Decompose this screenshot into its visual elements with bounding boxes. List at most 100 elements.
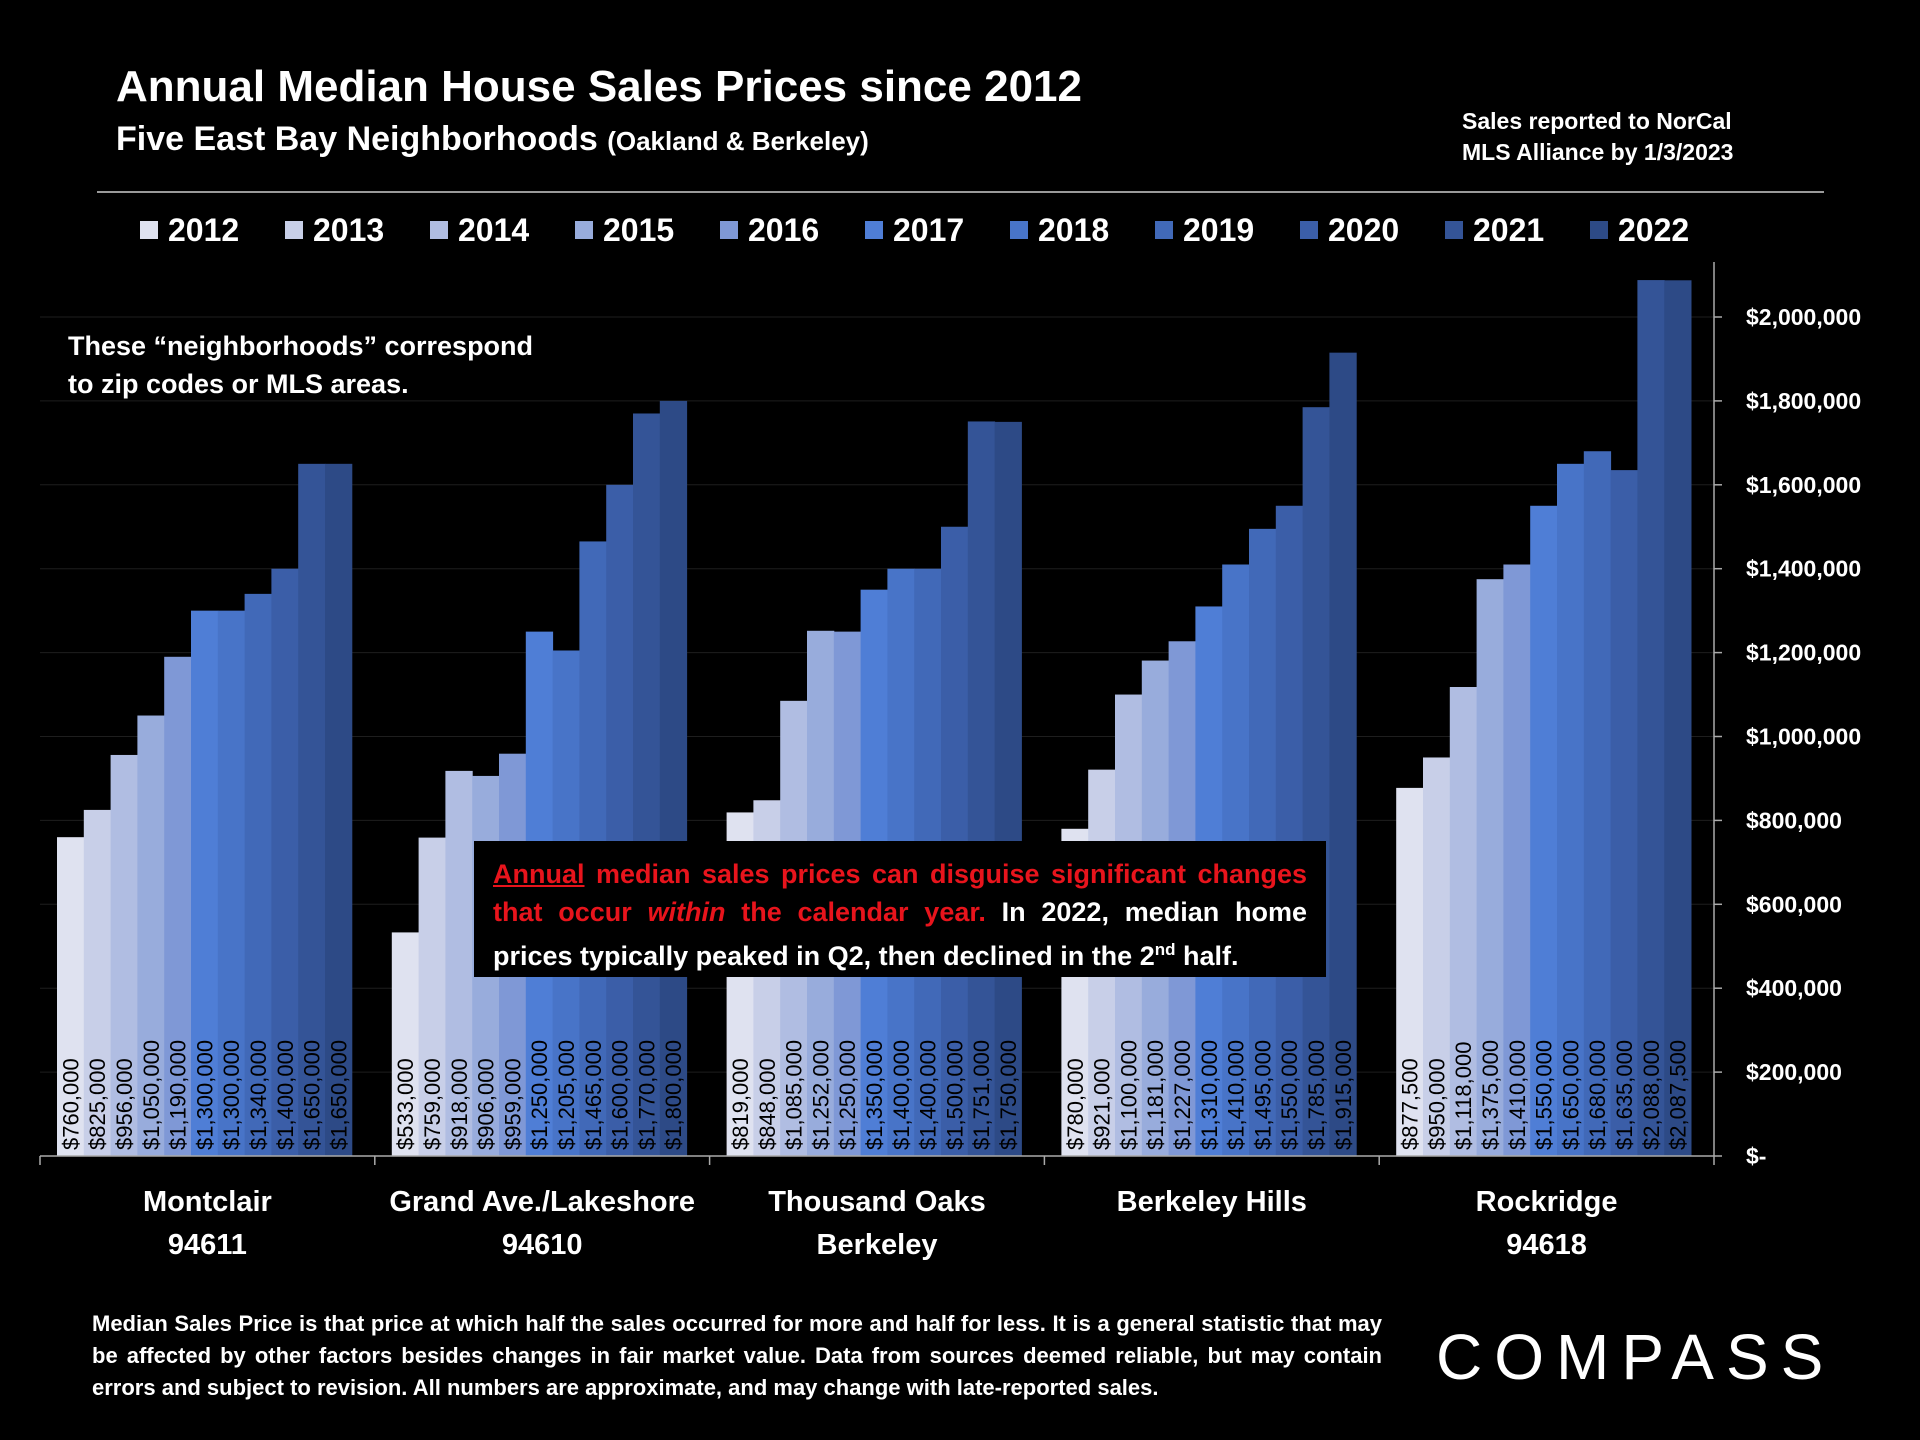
data-label: $1,750,000: [996, 1040, 1021, 1150]
bar-4-2014: [1449, 686, 1478, 1156]
y-tick-label: $1,000,000: [1746, 724, 1861, 750]
data-label: $1,400,000: [916, 1040, 941, 1150]
bar-0-2021: [298, 463, 326, 1156]
bar-1-2012: [391, 932, 420, 1156]
data-label: $1,770,000: [634, 1040, 659, 1150]
bar-4-2020: [1610, 470, 1638, 1156]
data-label: $1,410,000: [1224, 1040, 1249, 1150]
bar-0-2019: [244, 593, 272, 1156]
data-label: $1,650,000: [300, 1040, 325, 1150]
bar-chart: $2,000,000 $1,800,000 $1,600,000 $1,400,000…: [39, 262, 1861, 1261]
data-label: $1,800,000: [661, 1040, 686, 1150]
legend-item-2016: 2016: [720, 210, 865, 250]
legend-item-2012: 2012: [140, 210, 285, 250]
data-label: $1,785,000: [1304, 1040, 1329, 1150]
data-label: $1,650,000: [326, 1040, 351, 1150]
data-label: $1,650,000: [1558, 1040, 1583, 1150]
legend-label: 2012: [168, 211, 240, 248]
legend-item-2017: 2017: [865, 210, 1010, 250]
data-label: $1,250,000: [835, 1040, 860, 1150]
data-label: $1,680,000: [1585, 1040, 1610, 1150]
legend-swatch: [720, 221, 738, 239]
legend-item-2021: 2021: [1445, 210, 1590, 250]
legend-item-2019: 2019: [1155, 210, 1300, 250]
data-label: $1,227,000: [1170, 1040, 1195, 1150]
data-label: $956,000: [112, 1058, 137, 1150]
subtitle-main: Five East Bay Neighborhoods: [116, 120, 598, 158]
bar-0-2016: [164, 656, 192, 1156]
bar-3-2020: [1275, 505, 1304, 1156]
bar-4-2015: [1476, 579, 1504, 1156]
y-tick-label: $1,800,000: [1746, 388, 1861, 414]
data-label: $1,310,000: [1197, 1040, 1222, 1150]
bar-0-2014: [110, 754, 138, 1156]
bar-0-2020: [271, 568, 299, 1156]
data-label: $918,000: [447, 1058, 472, 1150]
category-label: Thousand Oaks: [768, 1186, 986, 1218]
chart-title: Annual Median House Sales Prices since 2…: [116, 62, 1082, 111]
data-label: $1,050,000: [139, 1040, 164, 1150]
subtitle-region: (Oakland & Berkeley): [607, 126, 869, 156]
legend-swatch: [1445, 221, 1463, 239]
legend-swatch: [1300, 221, 1318, 239]
y-tick-label: $1,600,000: [1746, 472, 1861, 498]
data-label: $1,400,000: [273, 1040, 298, 1150]
data-label: $1,252,000: [808, 1040, 833, 1150]
legend-label: 2019: [1183, 211, 1255, 248]
compass-logo: COMPASS: [1436, 1321, 1836, 1393]
legend-swatch: [1010, 221, 1028, 239]
data-label: $1,205,000: [554, 1040, 579, 1150]
data-label: $1,410,000: [1505, 1040, 1530, 1150]
category-sublabel: Berkeley: [817, 1229, 938, 1261]
bar-1-2014: [445, 770, 473, 1156]
chart-legend: 2012 2013 2014 2015 2016 2017 2018 2019 2020 2021…: [140, 210, 1735, 250]
legend-swatch: [1155, 221, 1173, 239]
bar-4-2019: [1583, 451, 1612, 1156]
bar-0-2013: [83, 809, 112, 1156]
category-sublabel: 94610: [502, 1229, 583, 1261]
bar-4-2017: [1530, 505, 1558, 1156]
data-label: $825,000: [85, 1058, 110, 1150]
data-label: $950,000: [1424, 1058, 1449, 1150]
bar-4-2021: [1637, 280, 1665, 1157]
legend-item-2015: 2015: [575, 210, 720, 250]
data-label: $1,751,000: [969, 1040, 994, 1150]
category-label: Montclair: [143, 1186, 272, 1218]
callout-white-text: In 2022, median home prices typically pe…: [493, 897, 1307, 971]
source-note: Sales reported to NorCal MLS Alliance by…: [1462, 106, 1733, 168]
y-tick-label: $1,400,000: [1746, 556, 1861, 582]
data-label: $1,181,000: [1143, 1040, 1168, 1150]
y-tick-label: $-: [1746, 1143, 1766, 1169]
footer-disclaimer: Median Sales Price is that price at whic…: [92, 1311, 1382, 1400]
data-label: $906,000: [474, 1058, 499, 1150]
data-label: $1,915,000: [1331, 1040, 1356, 1150]
callout-red-underlined: Annual: [493, 859, 585, 889]
y-tick-label: $2,000,000: [1746, 304, 1861, 330]
data-label: $877,500: [1398, 1058, 1423, 1150]
data-label: $1,100,000: [1116, 1040, 1141, 1150]
data-label: $760,000: [58, 1058, 83, 1150]
y-tick-label: $200,000: [1746, 1059, 1842, 1085]
data-label: $780,000: [1063, 1058, 1088, 1150]
legend-item-2022: 2022: [1590, 210, 1735, 250]
legend-item-2020: 2020: [1300, 210, 1445, 250]
data-label: $533,000: [393, 1058, 418, 1150]
data-label: $1,250,000: [527, 1040, 552, 1150]
data-label: $2,088,000: [1639, 1040, 1664, 1150]
bar-4-2013: [1423, 757, 1451, 1156]
source-line-1: Sales reported to NorCal: [1462, 108, 1732, 134]
category-label: Grand Ave./Lakeshore: [389, 1186, 695, 1218]
category-sublabel: 94618: [1506, 1229, 1587, 1261]
bar-2-2021: [967, 421, 996, 1156]
callout-superscript: nd: [1154, 940, 1176, 959]
legend-swatch: [1590, 221, 1608, 239]
data-label: $1,340,000: [246, 1040, 271, 1150]
data-label: $819,000: [728, 1058, 753, 1150]
legend-label: 2017: [893, 211, 965, 248]
data-label: $1,550,000: [1277, 1040, 1302, 1150]
bar-0-2017: [191, 610, 219, 1156]
legend-item-2013: 2013: [285, 210, 430, 250]
legend-label: 2015: [603, 211, 675, 248]
y-tick-label: $400,000: [1746, 975, 1842, 1001]
legend-label: 2021: [1473, 211, 1545, 248]
